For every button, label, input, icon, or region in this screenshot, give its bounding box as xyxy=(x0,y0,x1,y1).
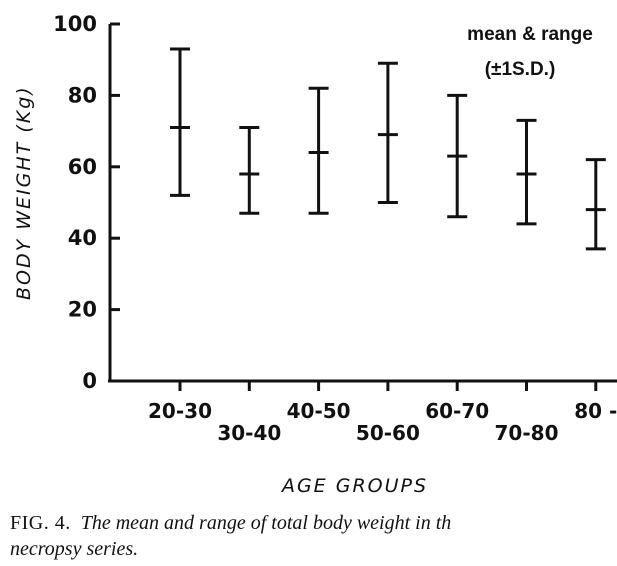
caption-text: The mean and range of total body weight … xyxy=(80,512,452,534)
y-tick-label: 80 xyxy=(68,83,97,107)
figure-caption: FIG. 4. The mean and range of total body… xyxy=(10,510,610,562)
caption-text-line-2: necropsy series. xyxy=(10,538,139,560)
legend-line-2: (±1S.D.) xyxy=(485,59,556,80)
x-axis-title: AGE GROUPS xyxy=(280,475,428,497)
y-tick-label: 40 xyxy=(68,226,97,250)
category-label: 80 - xyxy=(574,399,617,423)
chart-axes xyxy=(108,24,617,383)
y-tick-label: 100 xyxy=(53,12,97,36)
category-label: 70-80 xyxy=(495,421,559,445)
category-label: 40-50 xyxy=(287,399,351,423)
category-label: 60-70 xyxy=(425,399,489,423)
caption-line-2: necropsy series. xyxy=(10,536,610,562)
category-label: 30-40 xyxy=(217,421,281,445)
x-ticks xyxy=(178,381,598,391)
figure-number: FIG. 4. xyxy=(10,512,71,534)
y-tick-label: 60 xyxy=(68,155,97,179)
legend-line-1: mean & range xyxy=(467,24,593,45)
category-label: 20-30 xyxy=(148,399,212,423)
y-tick-label: 0 xyxy=(82,369,97,393)
y-tick-label: 20 xyxy=(68,298,97,322)
error-bars xyxy=(170,47,606,251)
y-ticks: 0 20 40 60 80 100 xyxy=(53,12,120,393)
y-axis-title: BODY WEIGHT (Kg) xyxy=(13,85,35,300)
caption-line-1: FIG. 4. The mean and range of total body… xyxy=(10,510,610,536)
category-label: 50-60 xyxy=(356,421,420,445)
